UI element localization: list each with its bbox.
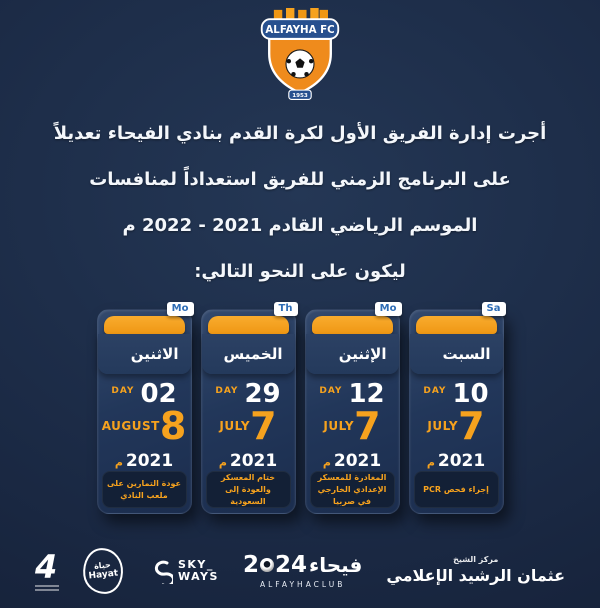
- year-row: 2021 م: [306, 443, 399, 471]
- day-label: DAY: [319, 386, 343, 396]
- year-row: 2021 م: [202, 443, 295, 471]
- weekday-badge: Sa: [481, 302, 506, 317]
- month-number: 8: [159, 404, 187, 448]
- year: 2021: [229, 451, 278, 472]
- era-mark: م: [114, 456, 123, 470]
- football-icon: [259, 558, 274, 572]
- poster-background: { "colors":{"background":"#1b2a45","acce…: [0, 8, 600, 608]
- year: 2021: [333, 451, 382, 472]
- event-note: عودة التمارين على ملعب النادي: [101, 471, 187, 509]
- footer-logos-row: 4 حياة Hayat SKY_ WAYS 2 24 فيحاء ALFAYH…: [0, 546, 600, 596]
- month-name: JULY: [219, 419, 251, 434]
- era-mark: م: [426, 456, 435, 470]
- skyways-line-2: WAYS: [177, 570, 219, 583]
- media-center-name: عثمان الرشيد الإعلامي: [386, 565, 566, 585]
- month-row: JULY 7: [306, 404, 399, 448]
- day-name: السبت: [409, 334, 503, 374]
- weekday-badge: Mo: [166, 302, 194, 317]
- crest-year: 1953: [292, 93, 308, 99]
- year-row: 2021 م: [98, 443, 191, 471]
- fayha-arabic-name: فيحاء: [308, 553, 363, 577]
- month-name: JULY: [427, 419, 459, 434]
- calendar-top-bar: [415, 316, 497, 334]
- day-number: 29: [244, 379, 281, 409]
- announcement-text: أجرت إدارة الفريق الأول لكرة القدم بنادي…: [0, 111, 600, 295]
- headline-line-4: ليكون على النحو التالي:: [194, 261, 406, 283]
- day-name: الاثنين: [97, 334, 191, 374]
- day-name: الإثنين: [305, 334, 399, 374]
- month-name: AUGUST: [101, 419, 160, 434]
- fayha-2024-logo: 2 24 فيحاء ALFAYHACLUB: [242, 551, 363, 589]
- fayha-2024-digit: 2: [242, 551, 259, 578]
- era-mark: م: [322, 456, 331, 470]
- calendar-top-bar: [207, 316, 289, 334]
- day-number-row: DAY 29: [202, 374, 295, 407]
- event-note: ختام المعسكر والعودة إلى السعودية: [205, 471, 291, 509]
- calendar-top-bar: [103, 316, 185, 334]
- event-note: إجراء فحص PCR: [413, 471, 499, 509]
- day-number: 12: [348, 379, 385, 409]
- club-crest-logo: ALFAYHA FC 1953: [260, 8, 340, 101]
- media-center-logo: مركز الشيخ عثمان الرشيد الإعلامي: [386, 555, 565, 586]
- schedule-card-august-2: Mo الاثنين DAY 02 AUGUST 8 2021 م عودة ا…: [96, 302, 194, 515]
- headline-line-3: الموسم الرياضي القادم 2021 - 2022 م: [122, 215, 478, 237]
- hayat-logo: حياة Hayat: [80, 546, 126, 596]
- day-number-row: DAY 02: [98, 374, 191, 407]
- era-mark: م: [218, 456, 227, 470]
- month-number: 7: [250, 404, 277, 448]
- crest-battlements: [273, 8, 328, 22]
- media-center-subtitle: مركز الشيخ: [453, 555, 499, 565]
- headline-line-1: أجرت إدارة الفريق الأول لكرة القدم بنادي…: [53, 123, 547, 145]
- day-number-row: DAY 10: [410, 374, 503, 407]
- year: 2021: [125, 451, 174, 472]
- month-number: 7: [458, 404, 485, 448]
- four-logo-glyph: 4: [34, 548, 58, 586]
- skyways-line-1: SKY_: [177, 558, 214, 572]
- year: 2021: [437, 451, 486, 472]
- schedule-cards-row: Mo الاثنين DAY 02 AUGUST 8 2021 م عودة ا…: [96, 302, 506, 515]
- day-name: الخميس: [201, 334, 295, 374]
- day-label: DAY: [215, 386, 239, 396]
- day-number-row: DAY 12: [306, 374, 399, 407]
- day-label: DAY: [423, 386, 447, 396]
- fayha-2024-digits: 24: [274, 551, 307, 578]
- month-number: 7: [354, 404, 381, 448]
- month-row: JULY 7: [202, 404, 295, 448]
- schedule-card-july-12: Mo الإثنين DAY 12 JULY 7 2021 م المغادرة…: [304, 302, 402, 515]
- year-row: 2021 م: [410, 443, 503, 471]
- month-row: AUGUST 8: [98, 404, 191, 448]
- day-number: 02: [140, 379, 177, 409]
- skyways-s-icon: [154, 560, 173, 584]
- event-note: المغادرة للمعسكر الإعدادي الخارجي في صرب…: [309, 471, 395, 509]
- schedule-card-july-29: Th الخميس DAY 29 JULY 7 2021 م ختام المع…: [200, 302, 298, 515]
- headline-line-2: على البرنامج الزمني للفريق استعداداً لمن…: [89, 169, 511, 191]
- fayha-club-subtitle: ALFAYHACLUB: [259, 579, 346, 589]
- fayha-2024-wordmark: 2 24 فيحاء: [242, 551, 363, 578]
- month-name: JULY: [323, 419, 355, 434]
- skyways-logo: SKY_ WAYS: [147, 558, 219, 584]
- hayat-logo-latin: Hayat: [88, 568, 119, 582]
- skyways-wordmark: SKY_ WAYS: [178, 559, 219, 582]
- four-production-logo: 4: [34, 548, 59, 591]
- svg-text:ALFAYHA FC: ALFAYHA FC: [265, 24, 334, 36]
- weekday-badge: Th: [273, 302, 298, 317]
- schedule-card-july-10: Sa السبت DAY 10 JULY 7 2021 م إجراء فحص …: [408, 302, 506, 515]
- calendar-top-bar: [311, 316, 393, 334]
- day-label: DAY: [111, 386, 135, 396]
- weekday-badge: Mo: [374, 302, 402, 317]
- four-logo-caption: [34, 583, 59, 591]
- month-row: JULY 7: [410, 404, 503, 448]
- day-number: 10: [452, 379, 489, 409]
